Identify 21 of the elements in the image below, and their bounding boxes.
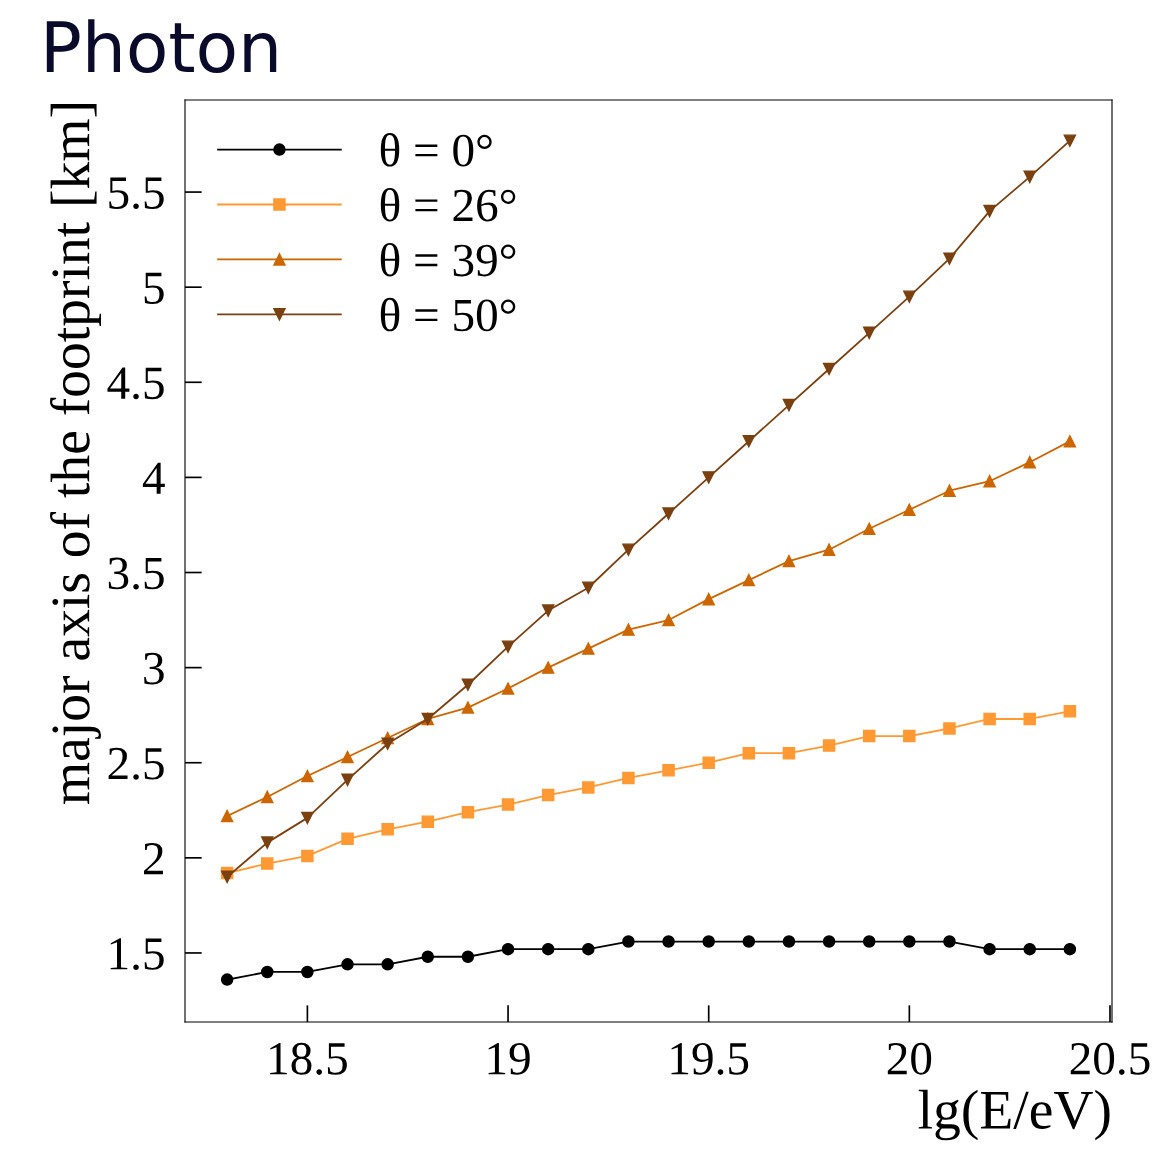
legend-label: θ = 26° — [380, 188, 516, 222]
chart-title: Photon — [46, 19, 277, 73]
y-tick-label: 4 — [142, 462, 165, 494]
y-tick-label: 2.5 — [108, 747, 164, 780]
y-tick-label: 1.5 — [110, 938, 164, 971]
x-tick-label: 20.5 — [1070, 1042, 1150, 1075]
x-tick-label: 19.5 — [671, 1042, 749, 1075]
legend-label: θ = 0° — [380, 133, 492, 167]
y-tick-label: 5 — [144, 272, 164, 305]
y-tick-label: 2 — [144, 842, 163, 875]
x-tick-label: 18.5 — [270, 1042, 347, 1075]
y-tick-label: 5.5 — [109, 177, 164, 210]
y-tick-label: 4.5 — [107, 367, 164, 400]
x-tick-label: 19 — [488, 1042, 530, 1075]
x-axis-title: lg(E/eV) — [918, 1089, 1110, 1141]
legend-label: θ = 50° — [380, 297, 516, 332]
y-tick-label: 3 — [144, 652, 164, 685]
y-tick-label: 3.5 — [108, 557, 164, 590]
y-axis-title: major axis of the footprint [km] — [50, 104, 101, 804]
x-tick-label: 20 — [887, 1042, 932, 1075]
legend-label: θ = 39° — [380, 242, 516, 277]
